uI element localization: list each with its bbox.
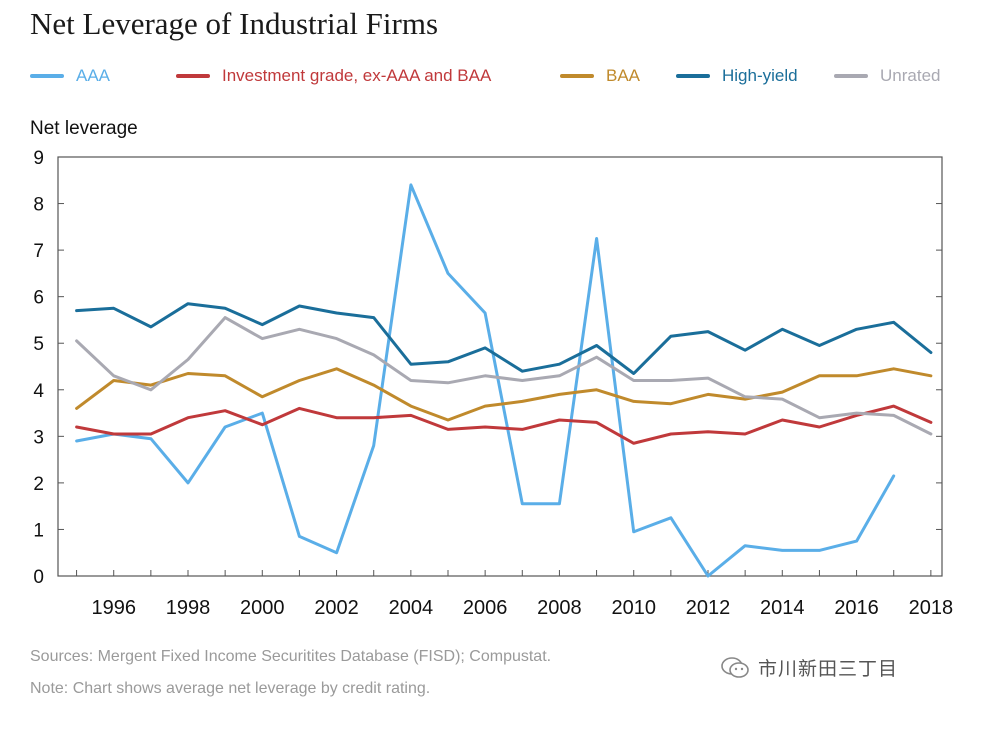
legend-swatch-aaa xyxy=(30,74,64,78)
wechat-icon xyxy=(721,656,749,678)
x-tick-label: 2016 xyxy=(834,597,879,619)
y-tick-label: 3 xyxy=(33,427,44,448)
legend: AAA Investment grade, ex-AAA and BAA BAA… xyxy=(30,66,960,92)
legend-item-baa[interactable]: BAA xyxy=(560,66,640,86)
legend-label-high-yield: High-yield xyxy=(722,66,798,85)
y-tick-label: 5 xyxy=(33,334,44,355)
sources-note: Sources: Mergent Fixed Income Securitite… xyxy=(30,648,552,665)
y-tick-label: 1 xyxy=(33,520,44,541)
chart-note: Note: Chart shows average net leverage b… xyxy=(30,680,431,697)
legend-swatch-unrated xyxy=(834,74,868,78)
series-line-investment-grade xyxy=(75,404,933,445)
legend-label-baa: BAA xyxy=(606,66,641,85)
plot-frame xyxy=(57,156,943,577)
x-tick-label: 2000 xyxy=(240,597,285,619)
legend-item-investment-grade[interactable]: Investment grade, ex-AAA and BAA xyxy=(176,66,491,86)
x-tick-label: 2002 xyxy=(314,597,359,619)
y-tick-label: 4 xyxy=(33,381,44,402)
series-line-aaa xyxy=(75,183,896,578)
legend-swatch-investment-grade xyxy=(176,74,210,78)
legend-swatch-high-yield xyxy=(676,74,710,78)
y-tick-label: 2 xyxy=(33,474,44,495)
legend-label-unrated: Unrated xyxy=(880,66,941,85)
series-line-unrated xyxy=(75,316,933,436)
y-axis-label: Net leverage xyxy=(30,118,138,139)
legend-item-high-yield[interactable]: High-yield xyxy=(676,66,798,86)
x-tick-label: 2010 xyxy=(611,597,656,619)
y-tick-label: 7 xyxy=(33,241,44,262)
x-tick-label: 1998 xyxy=(166,597,211,619)
legend-label-investment-grade: Investment grade, ex-AAA and BAA xyxy=(222,66,492,85)
y-tick-label: 8 xyxy=(33,195,44,216)
legend-item-aaa[interactable]: AAA xyxy=(30,66,110,86)
legend-swatch-baa xyxy=(560,74,594,78)
line-chart: 0 1 2 3 4 5 6 7 8 9 1996 1998 2000 2002 2004 2006 2008 20… xyxy=(33,148,954,619)
x-tick-label: 2012 xyxy=(686,597,731,619)
x-tick-label: 2018 xyxy=(909,597,954,619)
y-tick-label: 9 xyxy=(33,148,44,169)
watermark-text: 市川新田三丁目 xyxy=(758,659,899,680)
x-tick-label: 1996 xyxy=(91,597,136,619)
x-tick-label: 2014 xyxy=(760,597,805,619)
legend-label-aaa: AAA xyxy=(76,66,111,85)
watermark: 市川新田三丁目 xyxy=(720,654,898,681)
legend-item-unrated[interactable]: Unrated xyxy=(834,66,940,86)
y-tick-label: 0 xyxy=(33,567,44,588)
x-tick-label: 2006 xyxy=(463,597,508,619)
y-tick-label: 6 xyxy=(33,288,44,309)
series-line-high-yield xyxy=(75,302,933,375)
series-line-baa xyxy=(75,367,933,422)
x-tick-label: 2008 xyxy=(537,597,582,619)
x-tick-label: 2004 xyxy=(389,597,434,619)
chart-title: Net Leverage of Industrial Firms xyxy=(30,6,439,41)
